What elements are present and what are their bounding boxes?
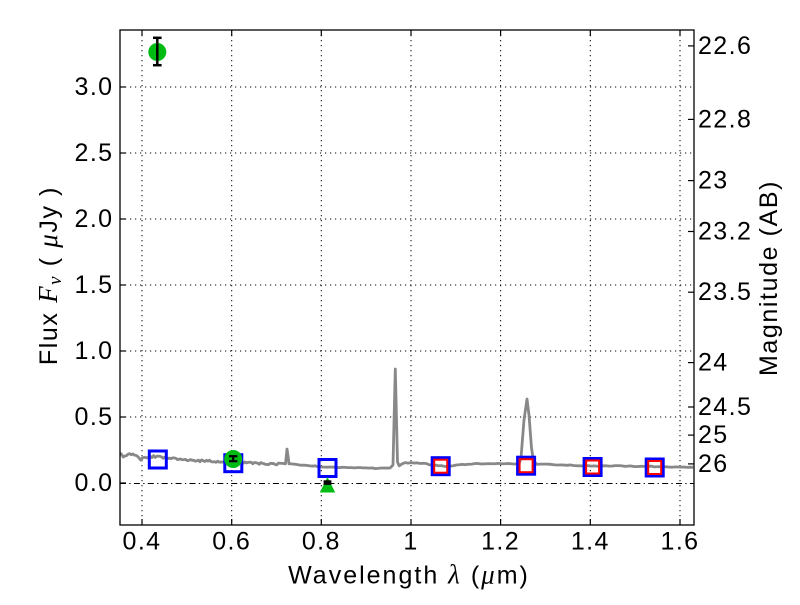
svg-text:22.6: 22.6 [698,32,752,60]
svg-text:1.6: 1.6 [661,528,700,556]
svg-text:1.5: 1.5 [75,271,114,299]
svg-text:26: 26 [698,450,729,478]
svg-text:2.5: 2.5 [75,139,114,167]
svg-text:0.4: 0.4 [123,528,162,556]
svg-text:0.0: 0.0 [75,469,114,497]
svg-text:0.5: 0.5 [75,403,114,431]
svg-text:24.5: 24.5 [698,393,752,421]
svg-text:22.8: 22.8 [698,105,752,133]
svg-text:0.8: 0.8 [302,528,341,556]
svg-text:Magnitude (AB): Magnitude (AB) [755,180,783,376]
svg-text:23: 23 [698,167,729,195]
svg-text:3.0: 3.0 [75,73,114,101]
svg-text:Wavelength λ (μm): Wavelength λ (μm) [288,560,530,590]
svg-text:1.0: 1.0 [75,337,114,365]
svg-text:23.5: 23.5 [698,278,752,306]
svg-text:25: 25 [698,421,729,449]
svg-text:1.2: 1.2 [481,528,520,556]
svg-text:0.6: 0.6 [212,528,251,556]
svg-text:24: 24 [698,349,729,377]
svg-text:23.2: 23.2 [698,218,752,246]
svg-text:1: 1 [403,528,418,556]
svg-text:1.4: 1.4 [571,528,610,556]
svg-text:2.0: 2.0 [75,205,114,233]
svg-text:Flux Fν ( μJy ): Flux Fν ( μJy ) [33,186,66,365]
